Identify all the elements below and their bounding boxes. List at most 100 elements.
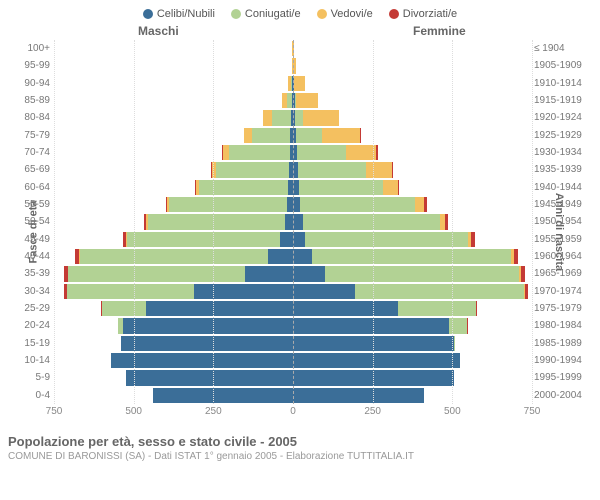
bar-segment <box>293 388 424 403</box>
bar-males <box>153 388 293 403</box>
legend-item: Divorziati/e <box>389 8 457 20</box>
bar-females <box>293 388 424 403</box>
bar-segment <box>245 266 293 281</box>
bar-segment <box>293 249 312 264</box>
age-label: 45-49 <box>10 234 50 245</box>
bar-segment <box>121 336 293 351</box>
bar-females <box>293 284 528 299</box>
bar-segment <box>123 318 293 333</box>
bar-males <box>111 353 293 368</box>
bar-segment <box>252 128 290 143</box>
grid-line <box>213 40 214 404</box>
birth-years-label: 1920-1924 <box>534 112 590 123</box>
bar-segment <box>263 110 273 125</box>
bar-females <box>293 110 339 125</box>
bar-females <box>293 232 475 247</box>
birth-years-label: 1970-1974 <box>534 286 590 297</box>
bar-segment <box>293 353 460 368</box>
legend-swatch <box>143 9 153 19</box>
bar-segment <box>312 249 511 264</box>
bar-segment <box>293 301 398 316</box>
bar-segment <box>80 249 268 264</box>
age-label: 50-54 <box>10 216 50 227</box>
bar-segment <box>366 162 391 177</box>
bar-females <box>293 353 460 368</box>
bar-segment <box>514 249 518 264</box>
age-label: 100+ <box>10 43 50 54</box>
age-label: 55-59 <box>10 199 50 210</box>
grid-line <box>134 40 135 404</box>
age-label: 90-94 <box>10 78 50 89</box>
bar-males <box>166 197 293 212</box>
age-label: 70-74 <box>10 147 50 158</box>
bar-segment <box>293 284 355 299</box>
bar-segment <box>454 336 455 351</box>
age-label: 0-4 <box>10 390 50 401</box>
age-label: 95-99 <box>10 60 50 71</box>
birth-years-label: 1990-1994 <box>534 355 590 366</box>
bar-segment <box>111 353 293 368</box>
bar-segment <box>293 266 325 281</box>
bar-females <box>293 249 518 264</box>
bar-males <box>75 249 293 264</box>
age-label: 20-24 <box>10 320 50 331</box>
age-label: 35-39 <box>10 268 50 279</box>
bar-segment <box>68 266 245 281</box>
x-tick-label: 250 <box>364 406 381 417</box>
bar-segment <box>126 370 293 385</box>
bar-segment <box>216 162 289 177</box>
bar-segment <box>153 388 293 403</box>
legend-label: Coniugati/e <box>245 8 301 20</box>
bar-segment <box>194 284 293 299</box>
bar-segment <box>521 266 525 281</box>
bar-segment <box>146 301 293 316</box>
bar-females <box>293 76 305 91</box>
bar-males <box>118 318 293 333</box>
bar-males <box>244 128 293 143</box>
gender-labels: Maschi Femmine <box>8 24 592 40</box>
legend-item: Celibi/Nubili <box>143 8 215 20</box>
population-pyramid-chart: Fasce di età Anni di nascita 100+≤ 19049… <box>8 40 592 424</box>
x-axis: 7505002500250500750 <box>54 404 532 424</box>
x-tick-label: 500 <box>125 406 142 417</box>
chart-subtitle: COMUNE DI BARONISSI (SA) - Dati ISTAT 1°… <box>8 451 592 462</box>
x-tick-label: 750 <box>46 406 63 417</box>
plot-area: 100+≤ 190495-991905-190990-941910-191485… <box>54 40 532 404</box>
bar-segment <box>398 301 476 316</box>
birth-years-label: 1910-1914 <box>534 78 590 89</box>
bar-females <box>293 93 318 108</box>
bar-males <box>195 180 293 195</box>
birth-years-label: 2000-2004 <box>534 390 590 401</box>
legend: Celibi/Nubili Coniugati/e Vedovi/e Divorzia… <box>8 8 592 20</box>
birth-years-label: ≤ 1904 <box>534 43 590 54</box>
birth-years-label: 1965-1969 <box>534 268 590 279</box>
legend-label: Vedovi/e <box>331 8 373 20</box>
bar-males <box>64 266 293 281</box>
bar-segment <box>293 232 305 247</box>
age-label: 5-9 <box>10 372 50 383</box>
bar-females <box>293 162 393 177</box>
bar-females <box>293 197 427 212</box>
bar-males <box>121 336 293 351</box>
bar-segment <box>415 197 425 212</box>
birth-years-label: 1995-1999 <box>534 372 590 383</box>
birth-years-label: 1955-1959 <box>534 234 590 245</box>
bar-males <box>263 110 293 125</box>
bar-segment <box>325 266 519 281</box>
age-label: 30-34 <box>10 286 50 297</box>
bar-segment <box>296 128 321 143</box>
bar-segment <box>445 214 448 229</box>
bar-segment <box>293 197 300 212</box>
bar-segment <box>297 145 346 160</box>
bar-segment <box>355 284 524 299</box>
bar-segment <box>303 110 340 125</box>
legend-item: Coniugati/e <box>231 8 301 20</box>
chart-title: Popolazione per età, sesso e stato civil… <box>8 434 592 449</box>
bar-segment <box>298 162 367 177</box>
bar-segment <box>299 180 383 195</box>
bar-segment <box>376 145 378 160</box>
birth-years-label: 1935-1939 <box>534 164 590 175</box>
age-label: 60-64 <box>10 182 50 193</box>
bar-females <box>293 301 477 316</box>
birth-years-label: 1945-1949 <box>534 199 590 210</box>
